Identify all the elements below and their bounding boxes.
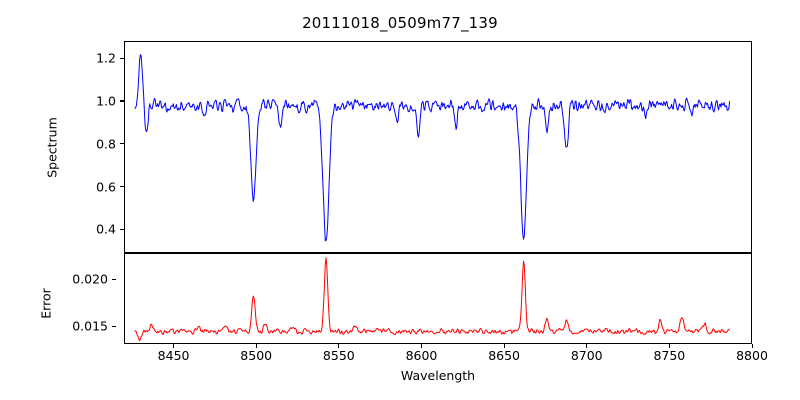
- error-y-axis-ticks: 0.015 0.020: [68, 253, 116, 344]
- spectrum-ytick-label: 1.0: [96, 93, 116, 109]
- error-line-series: [125, 254, 751, 343]
- spectrum-y-axis-ticks: 0.4 0.6 0.8 1.0 1.2: [76, 41, 124, 253]
- page-title: 20111018_0509m77_139: [302, 14, 498, 32]
- spectrum-y-axis-label: Spectrum: [44, 117, 60, 178]
- xtick-mark: [586, 344, 588, 348]
- spectrum-ytick-label: 0.4: [96, 221, 116, 237]
- error-y-axis-label: Error: [38, 288, 54, 319]
- spectrum-ytick-label: 1.2: [96, 50, 116, 66]
- xtick-label: 8750: [653, 348, 686, 363]
- spectrum-ytick-label: 0.6: [96, 179, 116, 195]
- xtick-mark: [255, 344, 257, 348]
- xtick-mark: [338, 344, 340, 348]
- spectrum-ytick-label: 0.8: [96, 136, 116, 152]
- xtick-label: 8500: [240, 348, 273, 363]
- spectrum-ytick-mark: [120, 186, 124, 188]
- xtick-mark: [420, 344, 423, 348]
- xtick-label: 8450: [157, 348, 190, 363]
- xtick-label: 8800: [736, 348, 768, 363]
- spectrum-ytick-mark: [120, 100, 124, 102]
- xtick-mark: [668, 344, 670, 348]
- xtick-label: 8550: [322, 348, 355, 363]
- xtick-mark: [503, 344, 505, 348]
- spectrum-line-series: [125, 42, 751, 252]
- spectrum-ytick-mark: [120, 143, 124, 145]
- xtick-mark: [751, 344, 753, 348]
- error-ytick-label: 0.015: [72, 318, 108, 334]
- error-plot-area: [124, 253, 752, 344]
- spectrum-plot-area: [124, 41, 752, 253]
- xtick-label: 8650: [488, 348, 520, 363]
- x-axis-label: Wavelength: [400, 368, 476, 383]
- error-ytick-label: 0.020: [72, 271, 108, 287]
- spectrum-ytick-mark: [120, 57, 124, 59]
- error-ytick-mark: [112, 325, 116, 327]
- error-ytick-mark: [112, 278, 116, 280]
- xtick-label: 8600: [405, 348, 438, 363]
- xtick-label: 8700: [570, 348, 603, 363]
- spectrum-ytick-mark: [120, 228, 124, 231]
- xtick-mark: [173, 344, 175, 348]
